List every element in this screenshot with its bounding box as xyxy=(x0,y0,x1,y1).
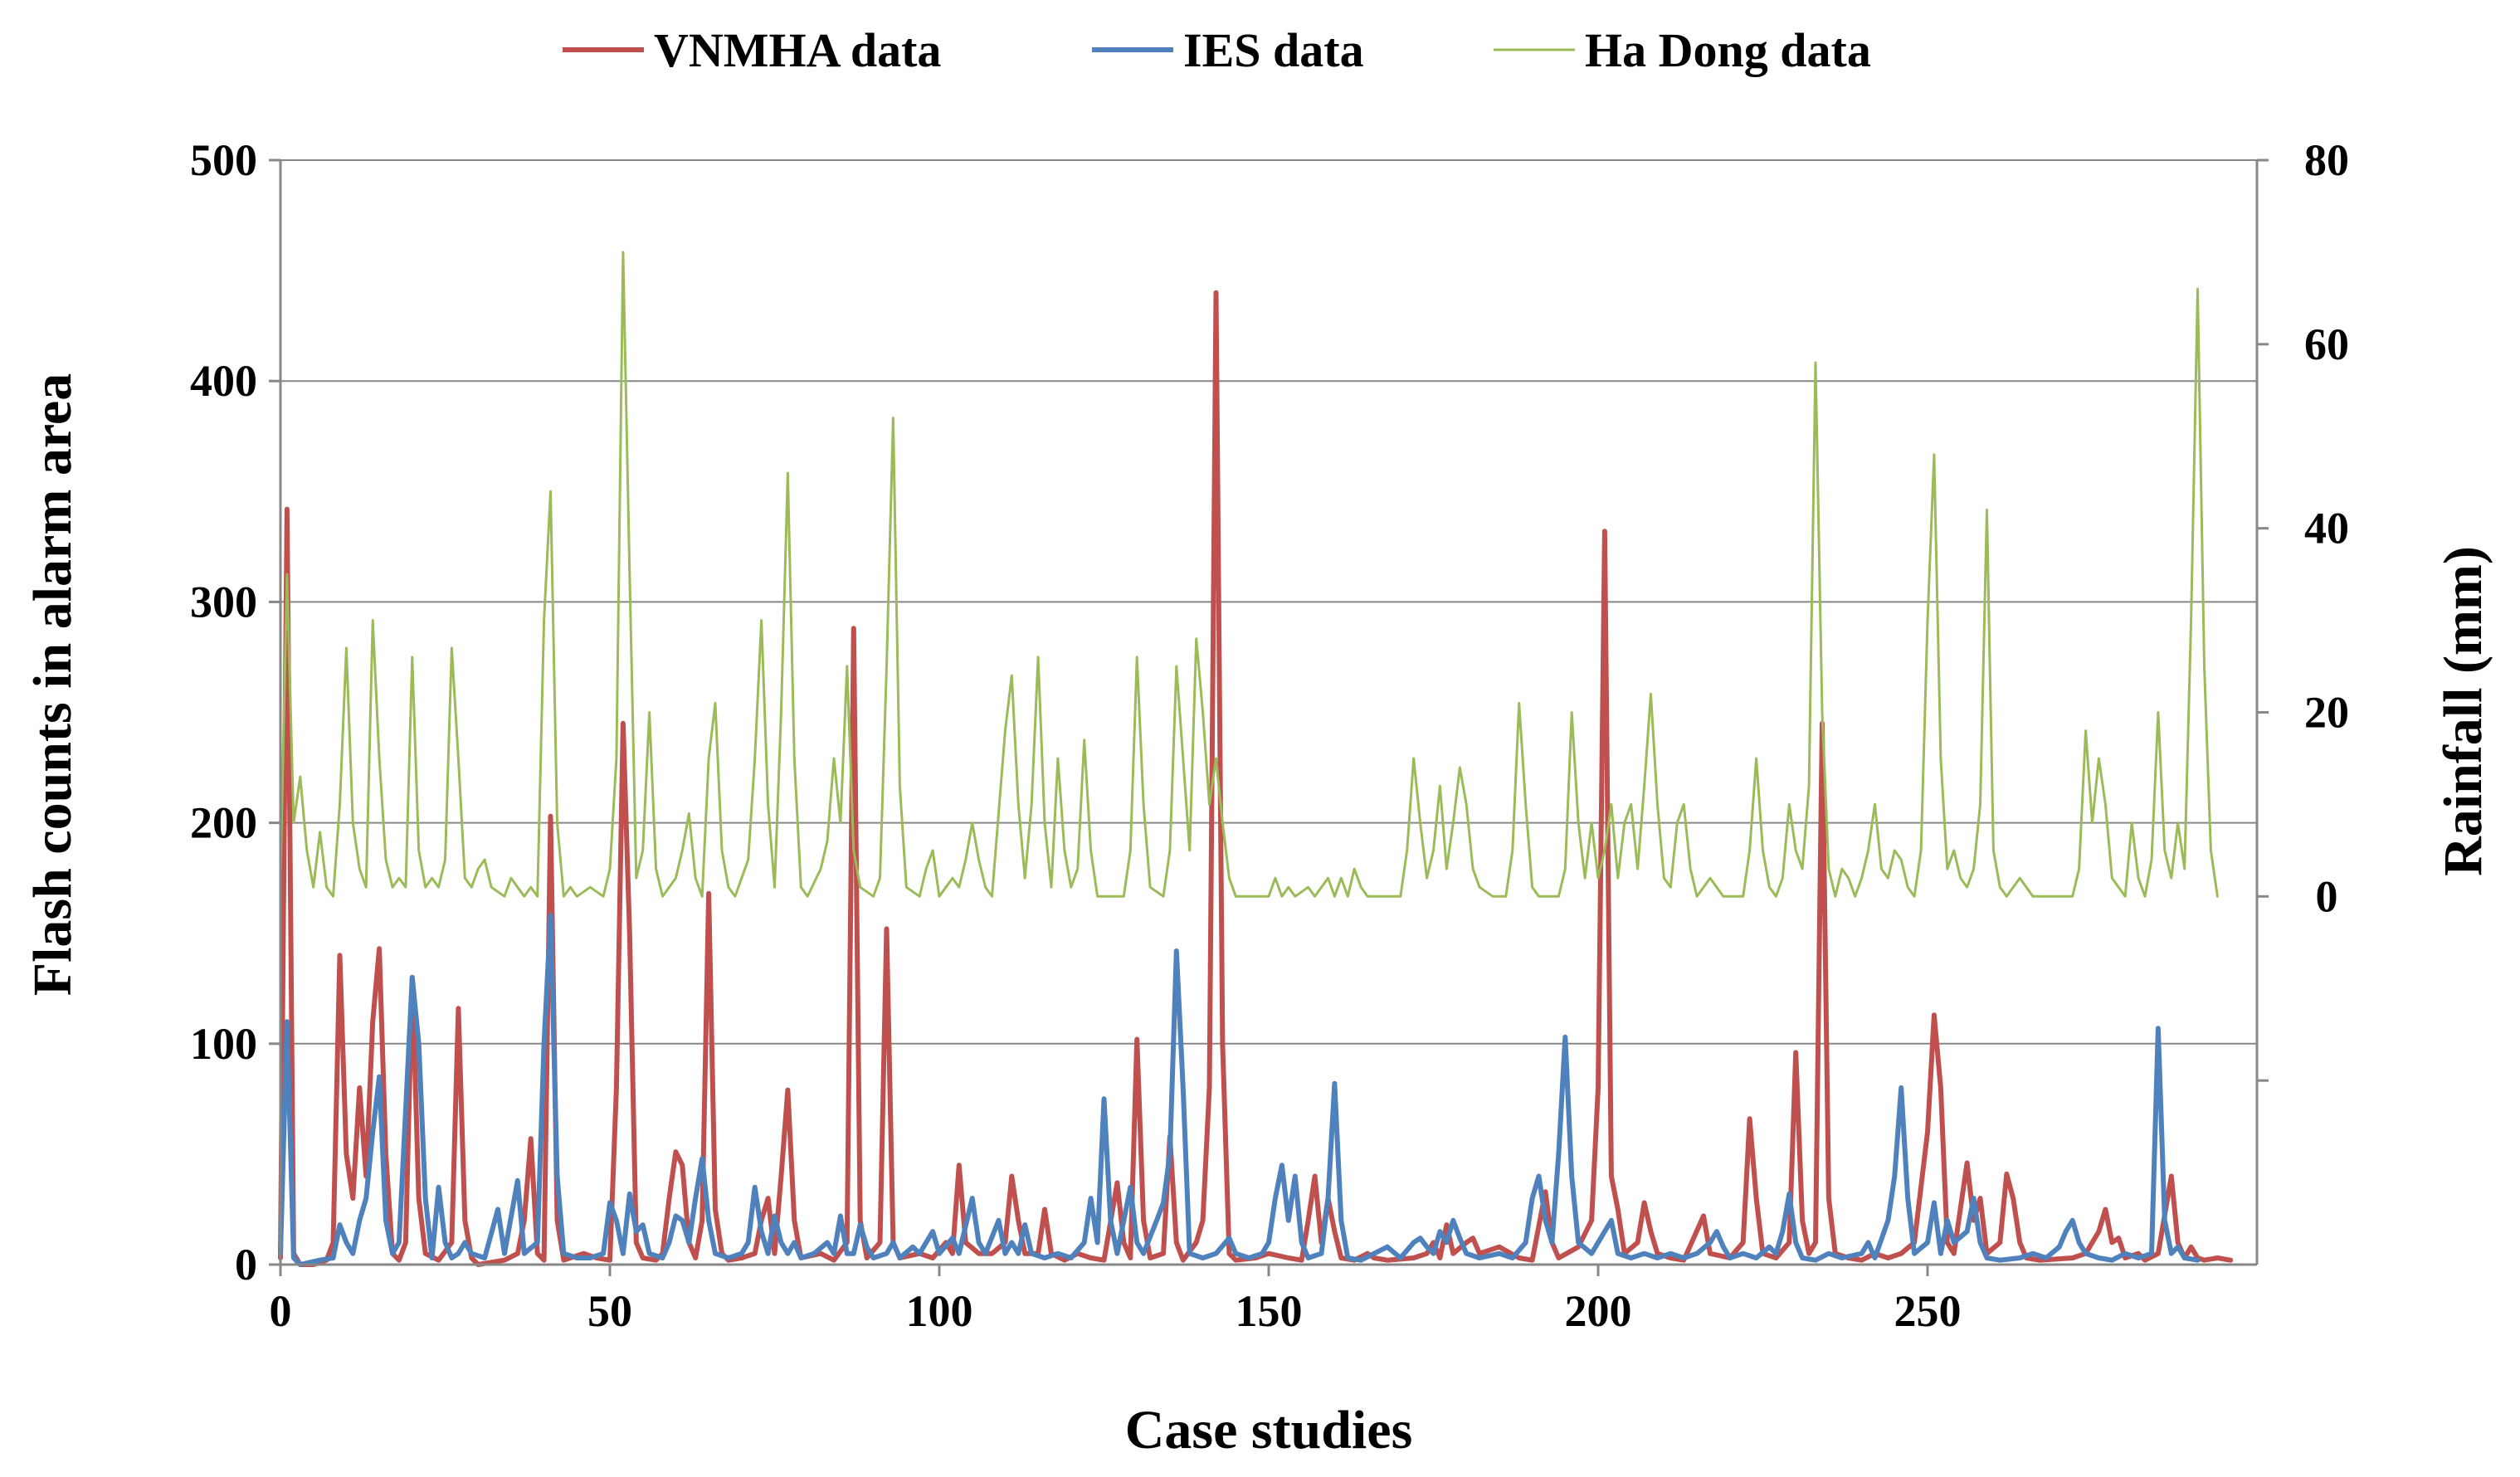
y-right-tick-label-80: 80 xyxy=(2304,135,2349,185)
axes xyxy=(269,158,2269,1276)
y-axis-right-title: Rainfall (mm) xyxy=(2433,546,2493,876)
series-line-ha-dong-data xyxy=(279,251,2219,898)
x-tick-label-0: 0 xyxy=(270,1286,292,1336)
y-left-tick-label-500: 500 xyxy=(190,135,257,185)
legend-label-ies-data: IES data xyxy=(1183,23,1364,77)
legend-label-vnmha-data: VNMHA data xyxy=(654,23,941,77)
y-right-tick-label-60: 60 xyxy=(2304,319,2349,369)
x-tick-label-50: 50 xyxy=(587,1286,632,1336)
y-left-tick-label-0: 0 xyxy=(235,1240,257,1289)
x-tick-label-250: 250 xyxy=(1894,1286,1962,1336)
y-left-tick-label-100: 100 xyxy=(190,1019,257,1069)
y-left-tick-label-400: 400 xyxy=(190,356,257,406)
tick-labels: 0 100 200 300 400 500 0 20 40 60 80 0 50 100 150 200 250 xyxy=(190,135,2349,1336)
y-right-tick-label-40: 40 xyxy=(2304,504,2349,553)
series-layer xyxy=(278,251,2234,1267)
x-axis-title: Case studies xyxy=(1125,1400,1413,1460)
legend: VNMHA data IES data Ha Dong data xyxy=(563,23,1871,77)
legend-label-ha-dong-data: Ha Dong data xyxy=(1585,23,1871,77)
y-axis-left-title: Flash counts in alarm area xyxy=(22,373,83,996)
y-right-tick-label-20: 20 xyxy=(2304,688,2349,738)
y-right-tick-label-0: 0 xyxy=(2316,871,2338,921)
y-left-tick-label-200: 200 xyxy=(190,798,257,848)
x-tick-label-100: 100 xyxy=(906,1286,973,1336)
x-tick-label-150: 150 xyxy=(1236,1286,1303,1336)
series-line-ies-data xyxy=(278,913,2201,1267)
x-tick-label-200: 200 xyxy=(1565,1286,1632,1336)
y-left-tick-label-300: 300 xyxy=(190,577,257,626)
